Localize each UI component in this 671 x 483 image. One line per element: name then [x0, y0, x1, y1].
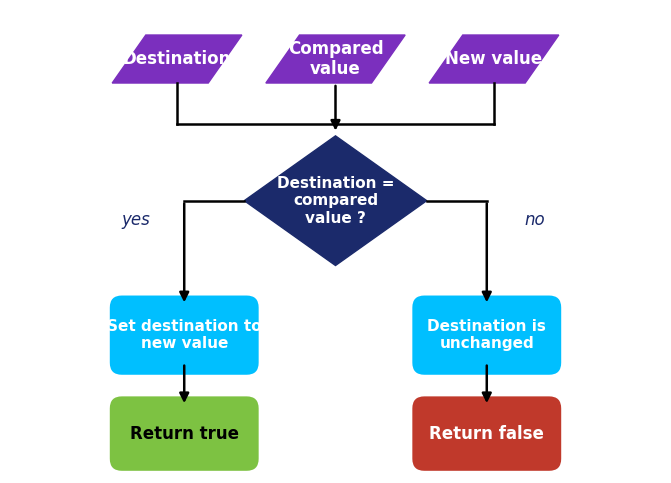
FancyBboxPatch shape: [413, 397, 561, 471]
Text: Set destination to
new value: Set destination to new value: [107, 319, 262, 351]
Polygon shape: [266, 35, 405, 83]
Text: Destination is
unchanged: Destination is unchanged: [427, 319, 546, 351]
Text: Destination: Destination: [123, 50, 231, 68]
Text: yes: yes: [122, 211, 150, 229]
Text: no: no: [525, 211, 545, 229]
Text: Destination =
compared
value ?: Destination = compared value ?: [276, 176, 395, 226]
FancyBboxPatch shape: [110, 296, 258, 375]
FancyBboxPatch shape: [413, 296, 561, 375]
FancyBboxPatch shape: [110, 397, 258, 471]
Polygon shape: [112, 35, 242, 83]
Text: Return false: Return false: [429, 425, 544, 442]
Text: Compared
value: Compared value: [288, 40, 383, 78]
Text: Return true: Return true: [130, 425, 239, 442]
Polygon shape: [429, 35, 559, 83]
Text: New value: New value: [446, 50, 543, 68]
Polygon shape: [244, 136, 427, 266]
